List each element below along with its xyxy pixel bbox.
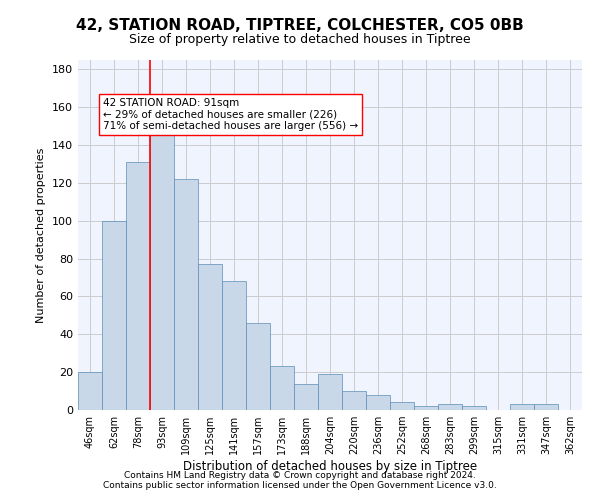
Text: Contains HM Land Registry data © Crown copyright and database right 2024.
Contai: Contains HM Land Registry data © Crown c…: [103, 470, 497, 490]
Text: Size of property relative to detached houses in Tiptree: Size of property relative to detached ho…: [129, 32, 471, 46]
Text: 42, STATION ROAD, TIPTREE, COLCHESTER, CO5 0BB: 42, STATION ROAD, TIPTREE, COLCHESTER, C…: [76, 18, 524, 32]
Bar: [462, 406, 486, 410]
Bar: [390, 402, 414, 410]
Bar: [150, 132, 174, 410]
Bar: [366, 395, 390, 410]
Bar: [126, 162, 150, 410]
Bar: [174, 179, 198, 410]
Bar: [534, 404, 558, 410]
Bar: [318, 374, 342, 410]
X-axis label: Distribution of detached houses by size in Tiptree: Distribution of detached houses by size …: [183, 460, 477, 473]
Y-axis label: Number of detached properties: Number of detached properties: [37, 148, 46, 322]
Bar: [438, 404, 462, 410]
Bar: [414, 406, 438, 410]
Bar: [198, 264, 222, 410]
Bar: [246, 323, 270, 410]
Text: 42 STATION ROAD: 91sqm
← 29% of detached houses are smaller (226)
71% of semi-de: 42 STATION ROAD: 91sqm ← 29% of detached…: [103, 98, 358, 131]
Bar: [510, 404, 534, 410]
Bar: [342, 391, 366, 410]
Bar: [222, 282, 246, 410]
Bar: [270, 366, 294, 410]
Bar: [102, 221, 126, 410]
Bar: [78, 372, 102, 410]
Bar: [294, 384, 318, 410]
